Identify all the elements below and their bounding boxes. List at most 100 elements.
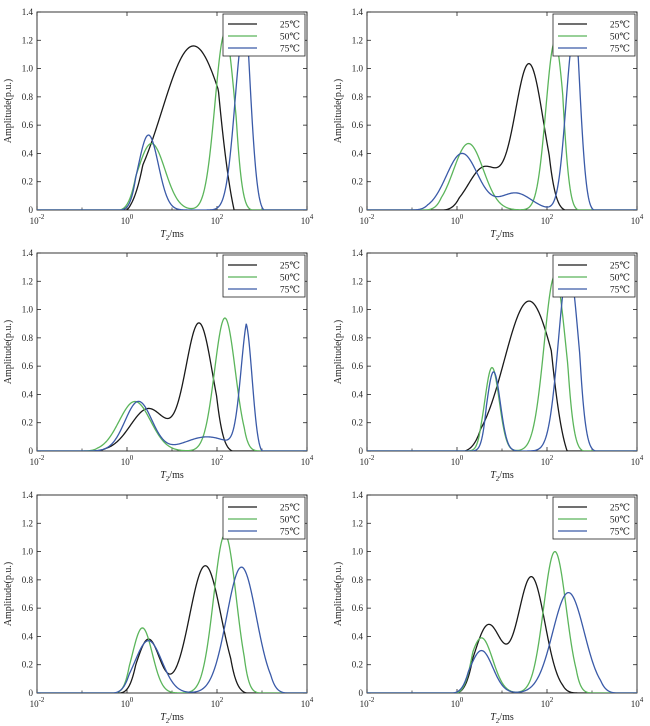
x-tick-base: 10 (631, 457, 641, 467)
x-tick-label: 10-2 (360, 696, 375, 709)
y-tick-label: 1.0 (22, 64, 34, 74)
series-line-2 (37, 32, 307, 210)
x-tick-exponent: 2 (550, 213, 554, 221)
series-line-1 (367, 62, 637, 210)
legend: 25℃ 50℃ 75℃ (552, 254, 636, 298)
y-tick-label: 0.4 (22, 148, 34, 158)
chart-panel-1: 00.20.40.60.81.01.21.410-2 100 102 104T2/ms… (3, 7, 314, 242)
x-axis-label-unit: /ms (169, 712, 184, 723)
series-line-2 (37, 533, 307, 693)
y-tick-label: 0.8 (352, 333, 364, 343)
x-tick-base: 10 (211, 457, 221, 467)
x-tick-base: 10 (30, 457, 40, 467)
x-tick-base: 10 (30, 216, 40, 226)
legend-label-2: 50℃ (280, 33, 301, 43)
legend-label-2: 50℃ (280, 516, 301, 526)
x-tick-label: 102 (211, 454, 224, 467)
y-tick-label: 0.8 (22, 333, 34, 343)
y-tick-label: 1.2 (352, 276, 363, 286)
y-tick-label: 0.2 (22, 418, 33, 428)
legend-box (222, 13, 306, 57)
x-tick-base: 10 (541, 216, 551, 226)
y-axis-label: Amplitude(p.u.) (3, 562, 14, 626)
x-tick-base: 10 (30, 699, 40, 709)
y-tick-label: 1.2 (22, 35, 33, 45)
x-tick-exponent: 0 (460, 454, 464, 462)
legend: 25℃ 50℃ 75℃ (552, 496, 636, 540)
y-tick-label: 1.4 (352, 248, 364, 258)
y-tick-label: 0.8 (22, 92, 34, 102)
y-tick-label: 0.2 (352, 418, 363, 428)
legend-label-3: 75℃ (280, 528, 301, 538)
y-tick-label: 0.6 (22, 361, 34, 371)
series-line-1 (37, 45, 307, 210)
x-tick-exponent: 2 (220, 696, 224, 704)
x-axis-label: T2/ms (490, 712, 514, 725)
x-tick-exponent: 4 (310, 213, 314, 221)
legend-label-1: 25℃ (610, 21, 631, 31)
x-tick-base: 10 (301, 216, 311, 226)
y-axis-label: Amplitude(p.u.) (333, 320, 344, 384)
x-tick-exponent: 4 (310, 696, 314, 704)
x-axis-label: T2/ms (160, 712, 184, 725)
x-tick-base: 10 (451, 457, 461, 467)
y-tick-label: 0.2 (22, 177, 33, 187)
x-axis-label: T2/ms (160, 229, 184, 242)
x-axis-label-unit: /ms (169, 229, 184, 240)
y-tick-label: 0.2 (352, 660, 363, 670)
legend-label-3: 75℃ (280, 45, 301, 55)
legend-label-1: 25℃ (280, 504, 301, 514)
x-tick-base: 10 (451, 699, 461, 709)
legend-label-1: 25℃ (280, 262, 301, 272)
x-tick-label: 104 (631, 213, 644, 226)
x-tick-label: 100 (451, 696, 464, 709)
x-axis-label-main: T (490, 712, 497, 723)
legend-box (552, 254, 636, 298)
chart-panel-4: 00.20.40.60.81.01.21.410-2 100 102 104T2/ms… (333, 248, 644, 483)
x-tick-label: 104 (301, 213, 314, 226)
y-tick-label: 0.4 (352, 631, 364, 641)
x-tick-label: 104 (631, 696, 644, 709)
y-axis-label: Amplitude(p.u.) (3, 320, 14, 384)
legend-box (222, 254, 306, 298)
y-tick-label: 0 (359, 446, 364, 456)
y-tick-label: 0.4 (352, 148, 364, 158)
x-tick-base: 10 (631, 699, 641, 709)
legend-label-3: 75℃ (280, 286, 301, 296)
legend-label-1: 25℃ (280, 21, 301, 31)
y-tick-label: 0.6 (352, 120, 364, 130)
x-tick-exponent: 2 (550, 454, 554, 462)
x-tick-label: 104 (631, 454, 644, 467)
x-tick-label: 102 (541, 696, 554, 709)
x-axis-label-sub: 2 (496, 717, 500, 725)
series-line-3 (367, 33, 637, 210)
x-axis-label-unit: /ms (169, 470, 184, 481)
y-tick-label: 0.4 (22, 631, 34, 641)
x-tick-exponent: 4 (640, 213, 644, 221)
legend: 25℃ 50℃ 75℃ (222, 254, 306, 298)
x-tick-exponent: 2 (220, 454, 224, 462)
x-axis-label-sub: 2 (166, 717, 170, 725)
x-tick-label: 10-2 (30, 696, 45, 709)
x-tick-exponent: 4 (310, 454, 314, 462)
y-tick-label: 1.0 (352, 547, 364, 557)
series-line-3 (37, 28, 307, 210)
y-axis-label: Amplitude(p.u.) (3, 79, 14, 143)
x-tick-base: 10 (541, 699, 551, 709)
x-axis-label-unit: /ms (499, 229, 514, 240)
y-tick-label: 0 (29, 446, 34, 456)
y-tick-label: 0.4 (22, 389, 34, 399)
x-tick-label: 100 (121, 213, 134, 226)
x-axis-label-sub: 2 (166, 475, 170, 483)
series-line-3 (37, 566, 307, 693)
x-tick-exponent: -2 (369, 696, 375, 704)
y-tick-label: 1.2 (352, 518, 363, 528)
y-tick-label: 1.4 (22, 7, 34, 17)
legend-label-3: 75℃ (610, 45, 631, 55)
x-tick-base: 10 (121, 457, 131, 467)
x-tick-exponent: 0 (130, 213, 134, 221)
x-axis-label-sub: 2 (166, 234, 170, 242)
x-tick-base: 10 (301, 457, 311, 467)
x-tick-exponent: 0 (460, 213, 464, 221)
